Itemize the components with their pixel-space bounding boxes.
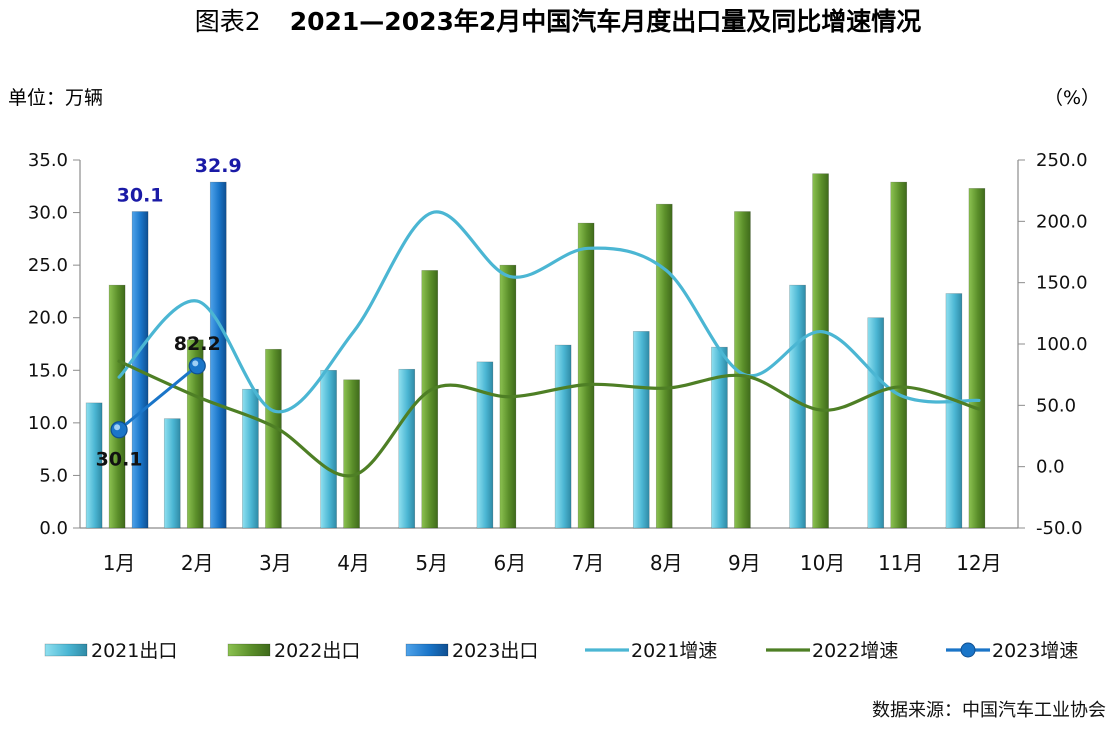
legend-label: 2023出口 <box>452 640 538 662</box>
chart-title: 图表2 2021—2023年2月中国汽车月度出口量及同比增速情况 <box>195 7 922 36</box>
bar-2023-data-label: 30.1 <box>117 185 164 207</box>
legend-marker <box>960 642 976 658</box>
bar-2021出口 <box>398 368 416 529</box>
title-main: 2021—2023年2月中国汽车月度出口量及同比增速情况 <box>290 7 922 36</box>
bar-2022出口 <box>265 348 282 529</box>
right-tick-label: 50.0 <box>1036 395 1076 416</box>
legend-label: 2022出口 <box>274 640 360 662</box>
legend-label: 2023增速 <box>992 640 1078 662</box>
bar-2022出口 <box>186 339 204 529</box>
right-tick-label: 100.0 <box>1036 334 1088 355</box>
right-tick-label: -50.0 <box>1036 518 1083 539</box>
x-tick-label: 12月 <box>956 551 1001 575</box>
x-tick-label: 4月 <box>337 551 370 575</box>
right-tick-label: 0.0 <box>1036 457 1065 478</box>
line-2023-data-label: 82.2 <box>174 333 221 355</box>
right-tick-label: 200.0 <box>1036 211 1088 232</box>
left-tick-label: 5.0 <box>39 465 68 486</box>
line-2023增速 <box>117 364 199 432</box>
x-tick-label: 9月 <box>728 551 761 575</box>
x-tick-label: 11月 <box>878 551 923 575</box>
legend-swatch <box>44 643 88 657</box>
data-labels: 30.1 32.9 30.1 82.2 <box>96 155 242 471</box>
line-2022增速 <box>117 359 981 478</box>
x-tick-label: 8月 <box>650 551 683 575</box>
bar-2023-data-label: 32.9 <box>195 155 242 177</box>
left-tick-label: 20.0 <box>28 308 68 329</box>
x-tick-label: 6月 <box>494 551 527 575</box>
bar-2021出口 <box>163 418 181 529</box>
bars <box>85 173 986 529</box>
legend-label: 2022增速 <box>812 640 898 662</box>
bar-2022出口 <box>421 270 439 529</box>
bar-2021出口 <box>867 317 885 529</box>
bar-2022出口 <box>968 188 986 529</box>
left-tick-label: 25.0 <box>28 255 68 276</box>
x-tick-label: 2月 <box>181 551 214 575</box>
bar-2021出口 <box>85 402 103 529</box>
marker-highlight <box>192 360 199 367</box>
right-tick-label: 250.0 <box>1036 150 1088 171</box>
x-tick-label: 10月 <box>800 551 845 575</box>
bar-2022出口 <box>655 203 673 529</box>
title-prefix: 图表2 <box>195 7 261 36</box>
bar-2021出口 <box>320 369 337 529</box>
legend: 2021出口 2022出口 2023出口 2021增速 2022增速 2023增速 <box>44 640 1078 662</box>
line-2021增速 <box>117 210 981 414</box>
bar-2022出口 <box>343 379 360 529</box>
bar-2021出口 <box>476 361 494 529</box>
marker-2023增速 <box>188 357 206 375</box>
bar-2021出口 <box>242 388 259 529</box>
bar-2021出口 <box>554 344 572 529</box>
bar-2021出口 <box>711 346 728 529</box>
bar-2022出口 <box>108 284 126 529</box>
x-tick-label: 1月 <box>103 551 136 575</box>
left-tick-label: 35.0 <box>28 150 68 171</box>
left-tick-label: 0.0 <box>39 518 68 539</box>
x-tick-label: 7月 <box>572 551 605 575</box>
axes: 0.0 5.0 10.0 15.0 20.0 25.0 30.0 35.0 -50.0 0.0 50… <box>28 150 1088 575</box>
legend-swatch <box>405 643 449 657</box>
left-unit-label: 单位：万辆 <box>8 87 103 109</box>
left-tick-label: 10.0 <box>28 413 68 434</box>
lines <box>110 210 981 478</box>
right-unit-label: （%） <box>1044 87 1100 109</box>
legend-swatch <box>227 643 271 657</box>
source-note: 数据来源：中国汽车工业协会 <box>872 700 1106 721</box>
right-tick-label: 150.0 <box>1036 273 1088 294</box>
marker-highlight <box>114 424 121 431</box>
marker-2023增速 <box>110 421 128 439</box>
legend-label: 2021出口 <box>91 640 177 662</box>
bar-2022出口 <box>577 222 595 529</box>
bar-2022出口 <box>812 173 829 529</box>
legend-label: 2021增速 <box>631 640 717 662</box>
left-tick-label: 15.0 <box>28 360 68 381</box>
x-tick-label: 3月 <box>259 551 292 575</box>
line-2023-data-label: 30.1 <box>96 449 143 471</box>
bar-2021出口 <box>789 284 806 529</box>
bar-2023出口 <box>209 181 227 529</box>
bar-2022出口 <box>890 181 908 529</box>
left-tick-label: 30.0 <box>28 203 68 224</box>
bar-2021出口 <box>632 331 650 529</box>
bar-2021出口 <box>945 293 963 529</box>
x-tick-label: 5月 <box>415 551 448 575</box>
